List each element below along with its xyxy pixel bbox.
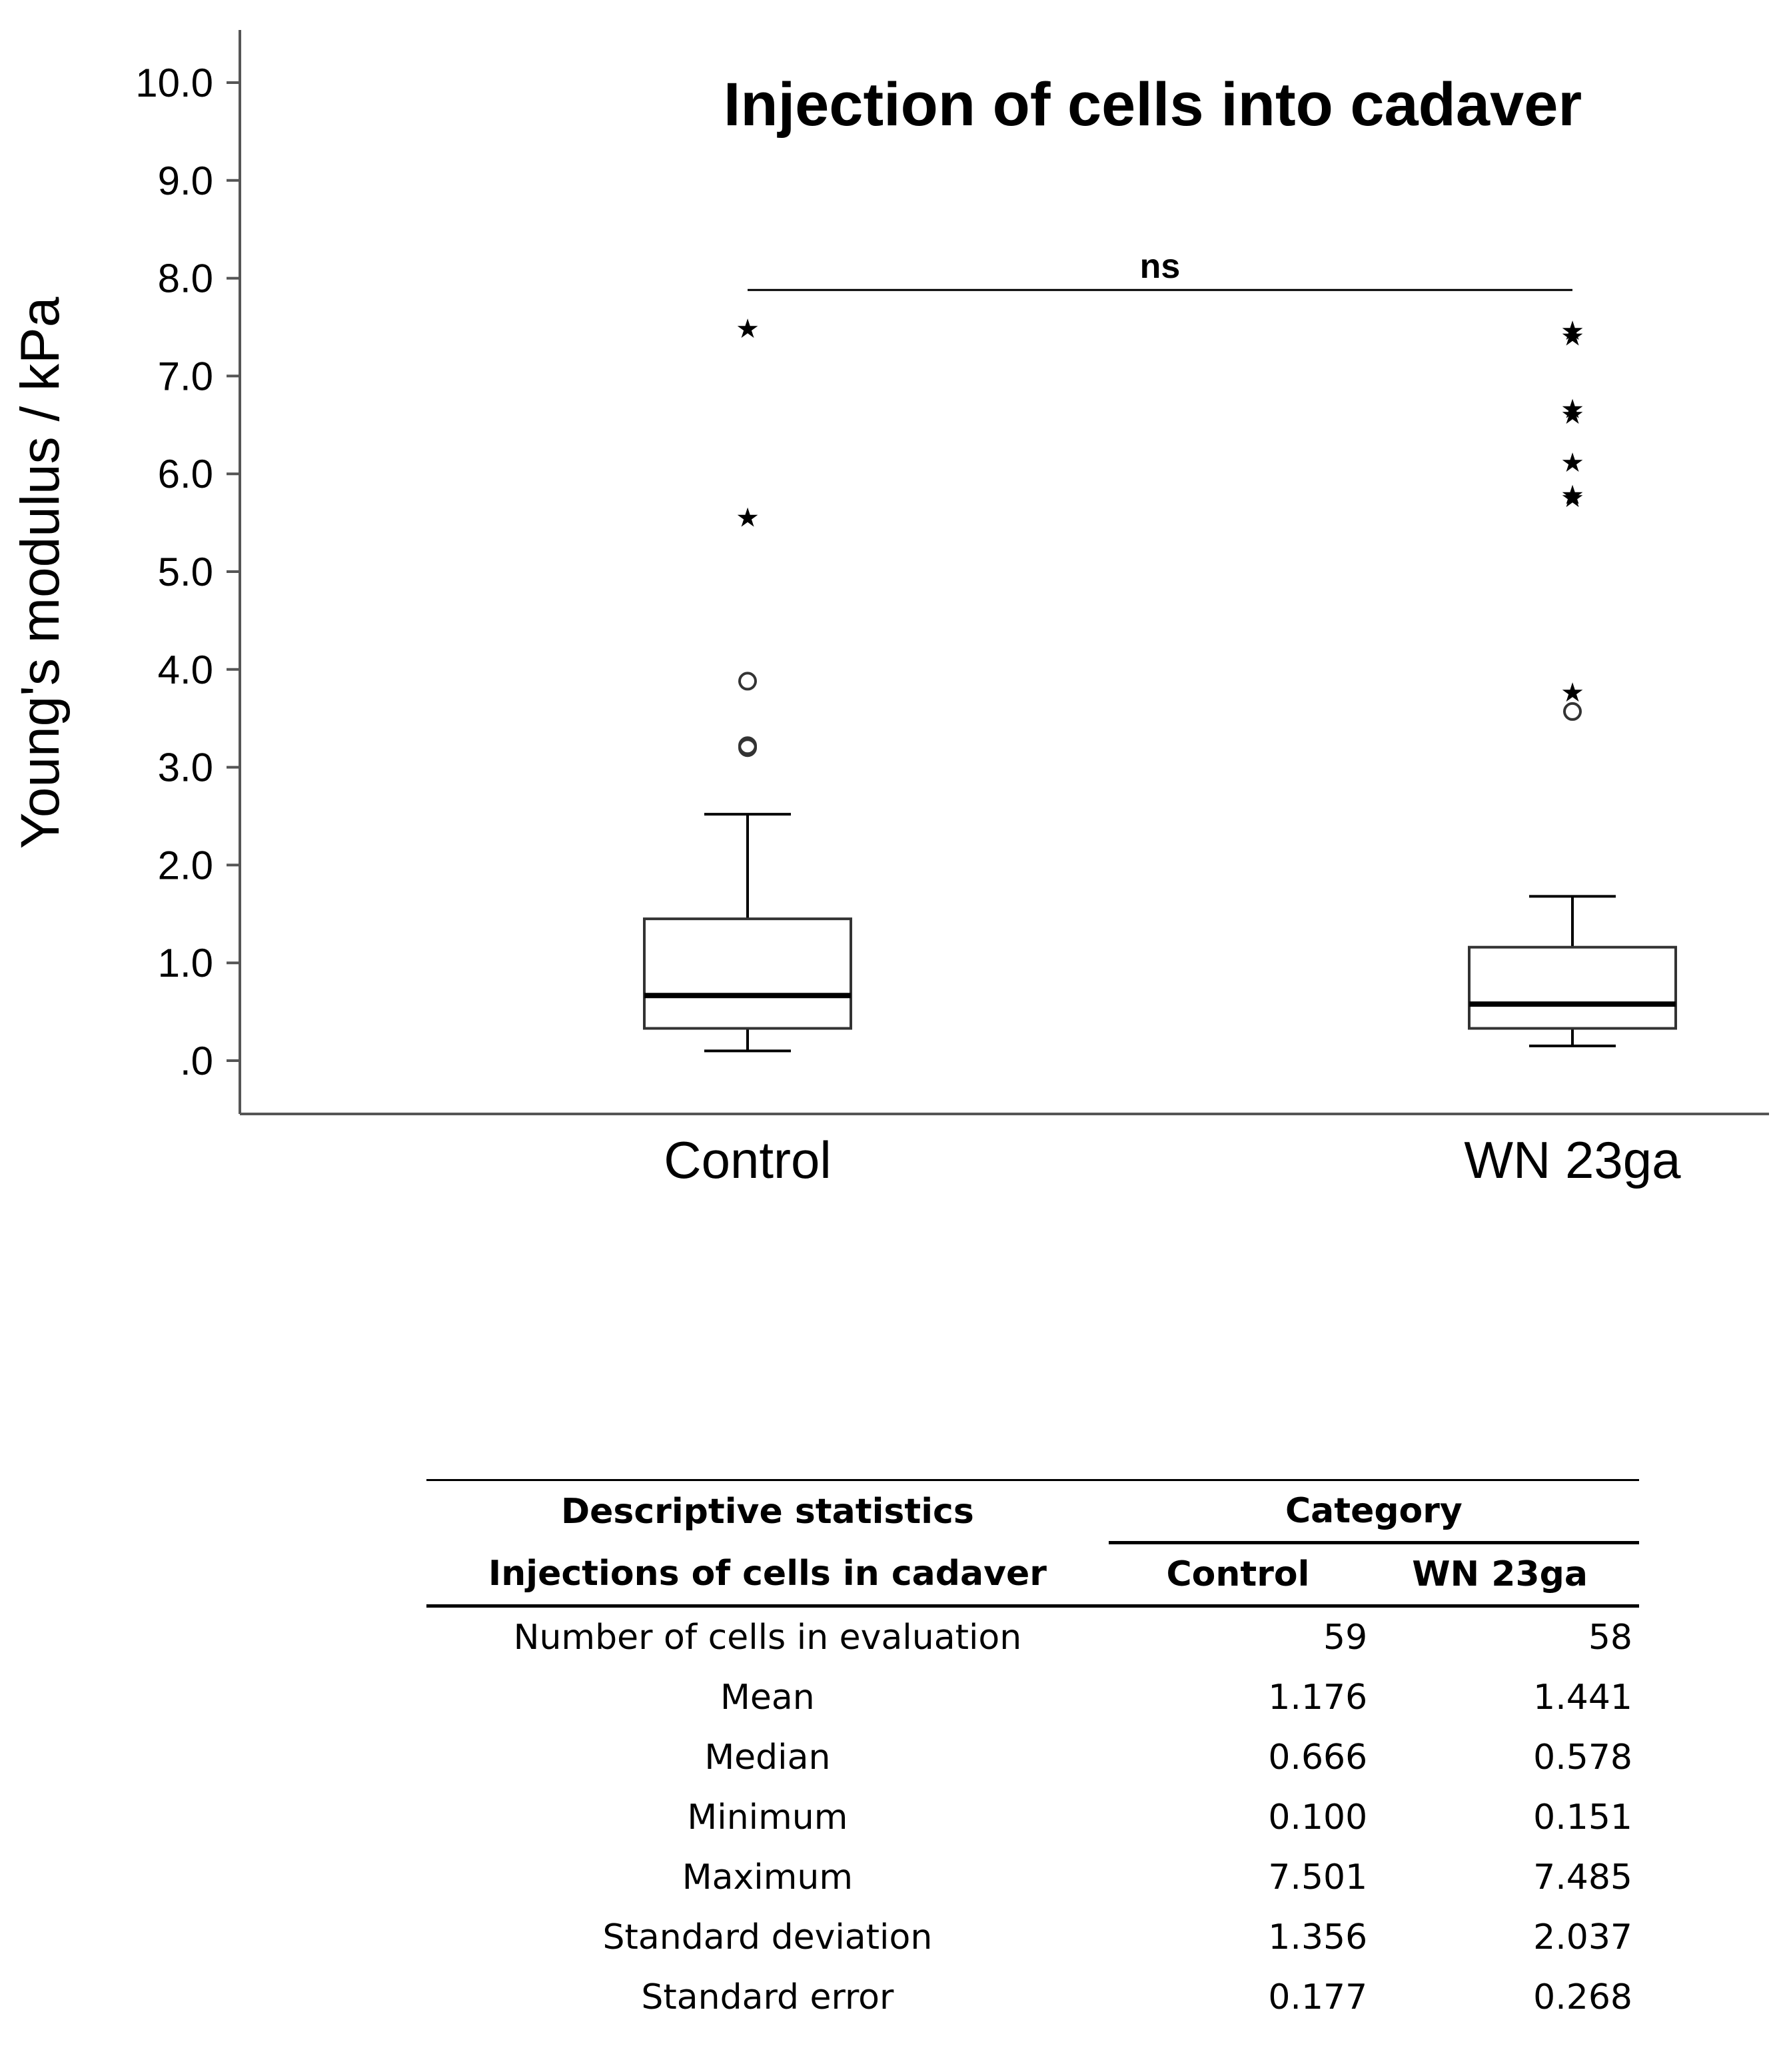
control-value: 7.501 [1268,1857,1368,1897]
row-label: Number of cells in evaluation [513,1618,1022,1658]
control-value: 1.176 [1268,1678,1368,1718]
iqr-box [1468,945,1677,1030]
row-label: Standard deviation [602,1917,933,1957]
y-tick-label: .0 [180,1039,213,1083]
outlier-star: ★ [1560,678,1584,708]
significance-label: ns [1140,247,1181,286]
table-body: Number of cells in evaluation 59 58 Mean 1.1… [426,1606,1639,2028]
outlier-circle [738,736,757,756]
iqr-box [643,917,852,1030]
y-tick-label: 9.0 [158,159,213,203]
control-value: 59 [1323,1618,1368,1658]
table-header-row-1: Descriptive statistics Category [426,1479,1639,1544]
outlier-star: ★ [1560,483,1584,514]
y-tick-label: 10.0 [135,61,213,105]
outlier-circle [738,672,757,691]
boxes: ★★★★★★★★★★ [643,314,1677,1053]
y-tick-label: 2.0 [158,843,213,887]
y-tick-label: 3.0 [158,746,213,790]
y-tick-label: 8.0 [158,257,213,301]
y-tick-label: 4.0 [158,648,213,692]
y-tick-label: 7.0 [158,354,213,398]
x-category-label: WN 23ga [1464,1131,1681,1189]
y-ticks: .0 1.0 2.0 3.0 4.0 5.0 6.0 7.0 8.0 9.0 10.0 [135,61,240,1083]
outlier-star: ★ [1560,480,1584,511]
outlier-star: ★ [1560,394,1584,424]
y-tick-label: 1.0 [158,941,213,985]
wn23ga-value: 0.151 [1533,1798,1632,1837]
table-row: Median 0.666 0.578 [426,1728,1639,1788]
wn23ga-value: 1.441 [1533,1678,1632,1718]
descriptive-statistics-table: Descriptive statistics Category Injectio… [426,1479,1639,2027]
row-label: Median [704,1738,831,1778]
table-title-line1: Descriptive statistics [426,1479,1109,1543]
box-wn-23ga: ★★★★★★★★ [1468,316,1677,1047]
box-control: ★★ [643,314,852,1053]
outlier-star: ★ [736,314,760,344]
column-header-wn23ga: WN 23ga [1367,1542,1639,1608]
control-value: 1.356 [1268,1917,1368,1957]
control-value: 0.100 [1268,1798,1368,1837]
wn23ga-value: 2.037 [1533,1917,1632,1957]
wn23ga-value: 7.485 [1533,1857,1632,1897]
box-plot-chart: .0 1.0 2.0 3.0 4.0 5.0 6.0 7.0 8.0 9.0 10.0 Inject… [10,30,1769,1189]
control-value: 0.666 [1268,1738,1368,1778]
table-title-line2: Injections of cells in cadaver [426,1542,1109,1608]
table-row: Number of cells in evaluation 59 58 [426,1606,1639,1668]
significance-bracket: ns [748,247,1572,291]
x-category-labels: Control WN 23ga [664,1131,1681,1189]
category-header: Category [1108,1479,1639,1544]
table-header-row-2: Injections of cells in cadaver Control W… [426,1542,1639,1608]
outlier-star: ★ [1560,322,1584,352]
table-row: Mean 1.176 1.441 [426,1668,1639,1728]
y-tick-label: 6.0 [158,452,213,496]
row-label: Minimum [687,1798,848,1837]
row-label: Maximum [682,1857,853,1897]
wn23ga-value: 58 [1588,1618,1632,1658]
outlier-star: ★ [1560,448,1584,478]
outlier-star: ★ [1560,400,1584,430]
table-row: Minimum 0.100 0.151 [426,1788,1639,1847]
wn23ga-value: 0.268 [1533,1977,1632,2017]
row-label: Standard error [641,1977,894,2017]
column-header-control: Control [1108,1542,1368,1608]
control-value: 0.177 [1268,1977,1368,2017]
outlier-circle [1563,702,1582,721]
table-row: Maximum 7.501 7.485 [426,1847,1639,1907]
chart-title: Injection of cells into cadaver [724,71,1582,139]
outlier-star: ★ [1560,316,1584,346]
row-label: Mean [720,1678,815,1718]
table-row: Standard error 0.177 0.268 [426,1967,1639,2027]
y-tick-label: 5.0 [158,550,213,594]
table-row: Standard deviation 1.356 2.037 [426,1907,1639,1967]
wn23ga-value: 0.578 [1533,1738,1632,1778]
y-axis-label: Young's modulus / kPa [10,296,71,849]
x-category-label: Control [664,1131,831,1189]
outlier-star: ★ [736,502,760,533]
